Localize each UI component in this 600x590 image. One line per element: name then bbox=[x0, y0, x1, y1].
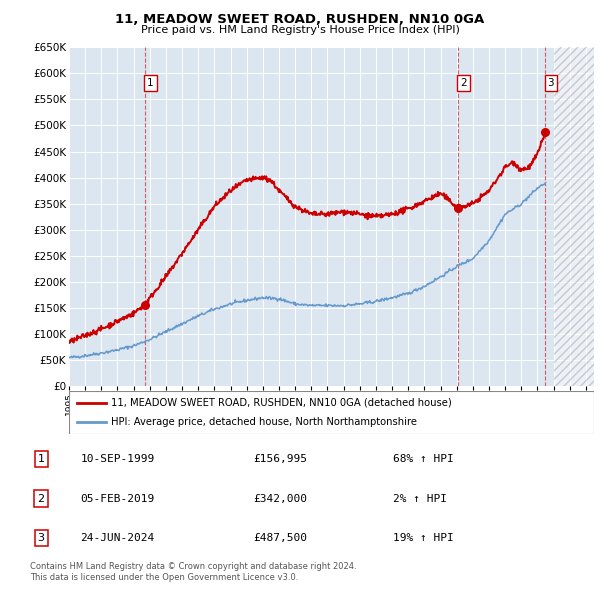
Text: 2: 2 bbox=[461, 78, 467, 88]
Text: 3: 3 bbox=[38, 533, 44, 543]
Text: 11, MEADOW SWEET ROAD, RUSHDEN, NN10 0GA (detached house): 11, MEADOW SWEET ROAD, RUSHDEN, NN10 0GA… bbox=[111, 398, 452, 408]
Text: £487,500: £487,500 bbox=[253, 533, 307, 543]
Text: HPI: Average price, detached house, North Northamptonshire: HPI: Average price, detached house, Nort… bbox=[111, 417, 417, 427]
Text: £156,995: £156,995 bbox=[253, 454, 307, 464]
Text: 11, MEADOW SWEET ROAD, RUSHDEN, NN10 0GA: 11, MEADOW SWEET ROAD, RUSHDEN, NN10 0GA bbox=[115, 13, 485, 26]
Text: 3: 3 bbox=[548, 78, 554, 88]
Text: Contains HM Land Registry data © Crown copyright and database right 2024.: Contains HM Land Registry data © Crown c… bbox=[30, 562, 356, 571]
Text: 1: 1 bbox=[38, 454, 44, 464]
Text: This data is licensed under the Open Government Licence v3.0.: This data is licensed under the Open Gov… bbox=[30, 573, 298, 582]
Text: 24-JUN-2024: 24-JUN-2024 bbox=[80, 533, 154, 543]
Text: 2: 2 bbox=[38, 494, 45, 503]
Text: 1: 1 bbox=[147, 78, 154, 88]
Text: 2% ↑ HPI: 2% ↑ HPI bbox=[392, 494, 446, 503]
Text: 19% ↑ HPI: 19% ↑ HPI bbox=[392, 533, 454, 543]
Bar bbox=[554, 47, 594, 386]
Text: 68% ↑ HPI: 68% ↑ HPI bbox=[392, 454, 454, 464]
Text: £342,000: £342,000 bbox=[253, 494, 307, 503]
Text: 05-FEB-2019: 05-FEB-2019 bbox=[80, 494, 154, 503]
Text: Price paid vs. HM Land Registry's House Price Index (HPI): Price paid vs. HM Land Registry's House … bbox=[140, 25, 460, 35]
Text: 10-SEP-1999: 10-SEP-1999 bbox=[80, 454, 154, 464]
